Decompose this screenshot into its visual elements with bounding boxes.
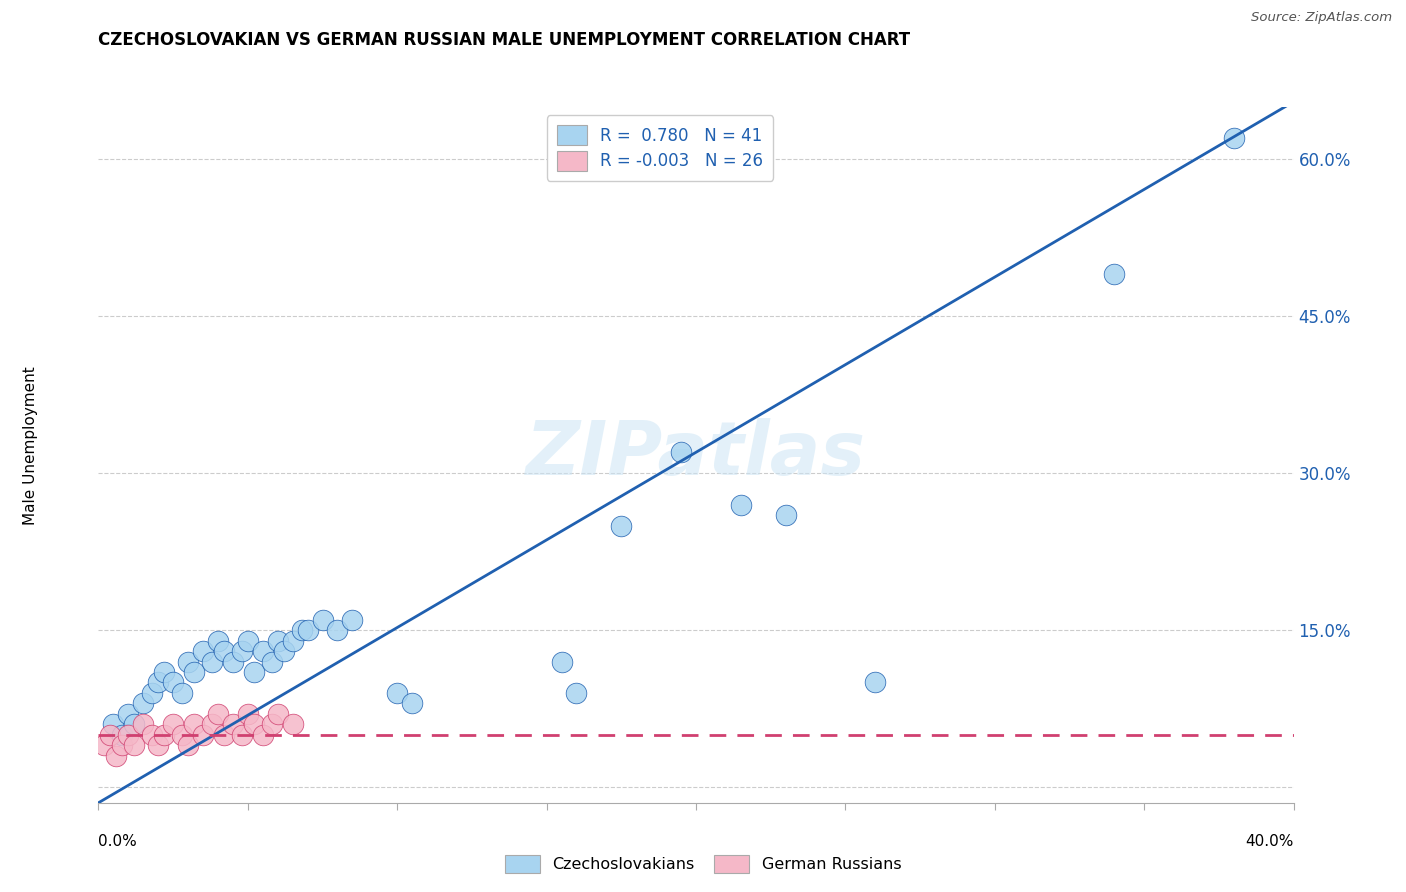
Point [117, 728, 139, 742]
Point [385, 686, 409, 700]
Text: 40.0%: 40.0% [1246, 834, 1294, 849]
Point [267, 706, 290, 721]
Point [153, 728, 176, 742]
Legend: R =  0.780   N = 41, R = -0.003   N = 26: R = 0.780 N = 41, R = -0.003 N = 26 [547, 115, 773, 180]
Point [565, 686, 588, 700]
Point [281, 717, 304, 731]
Point [117, 706, 139, 721]
Point [326, 623, 349, 637]
Point [191, 728, 214, 742]
Point [281, 633, 304, 648]
Legend: Czechoslovakians, German Russians: Czechoslovakians, German Russians [498, 848, 908, 880]
Point [183, 717, 205, 731]
Point [1104, 268, 1126, 282]
Point [273, 644, 295, 658]
Point [252, 728, 274, 742]
Text: Male Unemployment: Male Unemployment [24, 367, 38, 525]
Point [191, 644, 214, 658]
Point [290, 623, 312, 637]
Point [148, 738, 170, 752]
Point [172, 686, 194, 700]
Point [162, 717, 184, 731]
Point [148, 675, 170, 690]
Point [201, 717, 224, 731]
Point [260, 717, 283, 731]
Point [103, 717, 125, 731]
Point [401, 697, 423, 711]
Point [183, 665, 205, 679]
Point [172, 728, 194, 742]
Point [153, 665, 176, 679]
Point [222, 655, 245, 669]
Point [98, 728, 122, 742]
Point [231, 728, 253, 742]
Point [207, 706, 229, 721]
Point [141, 728, 163, 742]
Point [1223, 131, 1246, 145]
Point [865, 675, 887, 690]
Point [297, 623, 319, 637]
Point [775, 508, 797, 522]
Point [141, 686, 163, 700]
Point [105, 748, 128, 763]
Point [342, 613, 364, 627]
Point [124, 717, 146, 731]
Point [212, 728, 235, 742]
Point [550, 655, 572, 669]
Point [243, 665, 266, 679]
Point [207, 633, 229, 648]
Point [669, 445, 692, 459]
Point [111, 728, 134, 742]
Point [243, 717, 266, 731]
Point [730, 498, 752, 512]
Text: 0.0%: 0.0% [98, 834, 138, 849]
Point [252, 644, 274, 658]
Point [222, 717, 245, 731]
Text: CZECHOSLOVAKIAN VS GERMAN RUSSIAN MALE UNEMPLOYMENT CORRELATION CHART: CZECHOSLOVAKIAN VS GERMAN RUSSIAN MALE U… [98, 31, 911, 49]
Point [610, 518, 633, 533]
Point [132, 697, 155, 711]
Point [212, 644, 235, 658]
Text: Source: ZipAtlas.com: Source: ZipAtlas.com [1251, 11, 1392, 24]
Point [177, 655, 200, 669]
Point [177, 738, 200, 752]
Point [162, 675, 184, 690]
Point [93, 738, 115, 752]
Point [267, 633, 290, 648]
Point [260, 655, 283, 669]
Text: ZIPatlas: ZIPatlas [526, 418, 866, 491]
Point [311, 613, 333, 627]
Point [124, 738, 146, 752]
Point [231, 644, 253, 658]
Point [111, 738, 134, 752]
Point [236, 633, 259, 648]
Point [132, 717, 155, 731]
Point [236, 706, 259, 721]
Point [201, 655, 224, 669]
